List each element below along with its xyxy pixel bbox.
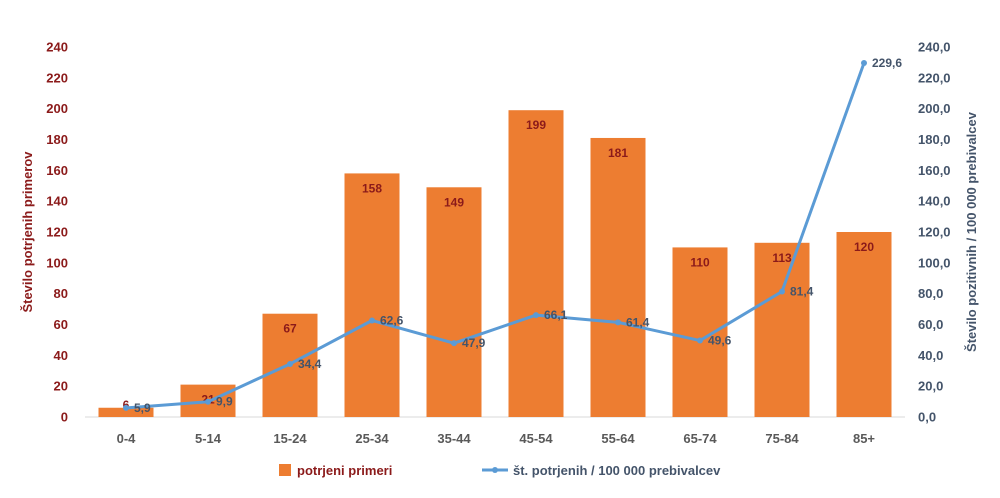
x-tick-label: 15-24 — [273, 431, 307, 446]
bar — [754, 242, 810, 417]
y-tick-label-left: 80 — [54, 286, 68, 301]
line-point — [533, 312, 539, 319]
bar — [672, 247, 728, 417]
line-data-label: 47,9 — [462, 336, 486, 350]
bar-data-label: 110 — [690, 255, 710, 269]
y-tick-label-left: 20 — [54, 379, 68, 394]
legend-label-bars: potrjeni primeri — [297, 463, 392, 478]
y-tick-label-left: 40 — [54, 348, 68, 363]
x-tick-label: 85+ — [853, 431, 875, 446]
bar-data-label: 158 — [362, 181, 382, 195]
bar — [836, 232, 892, 417]
y-tick-label-right: 240,0 — [918, 40, 951, 55]
y-tick-label-left: 240 — [46, 40, 68, 55]
line-point — [615, 319, 621, 326]
y-tick-label-right: 60,0 — [918, 317, 943, 332]
x-tick-label: 75-84 — [765, 431, 799, 446]
x-tick-label: 35-44 — [437, 431, 471, 446]
legend-swatch-bars — [279, 464, 291, 476]
y-tick-label-right: 200,0 — [918, 101, 951, 116]
y-axis-title-left: Število potrjenih primerov — [20, 151, 35, 313]
bar-data-label: 181 — [608, 146, 628, 160]
bar-data-label: 199 — [526, 118, 546, 132]
bar-data-label: 149 — [444, 195, 464, 209]
y-tick-label-right: 220,0 — [918, 70, 951, 85]
x-tick-label: 0-4 — [117, 431, 137, 446]
y-tick-label-left: 140 — [46, 194, 68, 209]
line-point — [205, 398, 211, 405]
y-tick-label-left: 160 — [46, 163, 68, 178]
line-data-label: 62,6 — [380, 313, 404, 327]
line-data-label: 49,6 — [708, 334, 732, 348]
series-line — [124, 61, 866, 410]
y-axis-title-right: Število pozitivnih / 100 000 prebivalcev — [964, 111, 979, 352]
y-tick-label-left: 60 — [54, 317, 68, 332]
bar-data-label: 113 — [772, 251, 792, 265]
line-point — [779, 288, 785, 295]
bar — [508, 110, 564, 417]
line-point — [861, 60, 867, 67]
x-tick-label: 5-14 — [195, 431, 222, 446]
bar-data-label: 120 — [854, 240, 874, 254]
x-tick-label: 25-34 — [355, 431, 389, 446]
bar-data-label: 67 — [283, 322, 297, 336]
line-data-label: 5,9 — [134, 401, 151, 415]
legend-swatch-line-marker — [492, 467, 498, 473]
line-data-label: 9,9 — [216, 395, 233, 409]
line-point — [123, 404, 129, 411]
line-data-label: 61,4 — [626, 315, 650, 329]
bar — [426, 187, 482, 417]
y-tick-label-right: 0,0 — [918, 410, 936, 425]
y-tick-label-left: 0 — [61, 410, 68, 425]
y-tick-label-right: 40,0 — [918, 348, 943, 363]
y-tick-label-right: 20,0 — [918, 379, 943, 394]
y-tick-label-right: 100,0 — [918, 255, 951, 270]
line-data-label: 66,1 — [544, 308, 568, 322]
y-tick-label-right: 120,0 — [918, 225, 951, 240]
line-point — [369, 317, 375, 324]
y-tick-label-left: 180 — [46, 132, 68, 147]
x-tick-label: 65-74 — [683, 431, 717, 446]
line-point — [287, 360, 293, 367]
legend-label-line: št. potrjenih / 100 000 prebivalcev — [513, 463, 721, 478]
line-point — [451, 340, 457, 347]
line-point — [697, 337, 703, 344]
bar — [590, 137, 646, 418]
y-tick-label-right: 80,0 — [918, 286, 943, 301]
y-tick-label-left: 220 — [46, 70, 68, 85]
line-data-label: 229,6 — [872, 56, 902, 70]
bar — [98, 407, 154, 417]
y-tick-label-right: 180,0 — [918, 132, 951, 147]
y-tick-label-left: 200 — [46, 101, 68, 116]
y-tick-label-left: 100 — [46, 255, 68, 270]
bar — [344, 173, 400, 417]
x-tick-label: 55-64 — [601, 431, 635, 446]
line-data-label: 81,4 — [790, 285, 814, 299]
x-tick-label: 45-54 — [519, 431, 553, 446]
y-tick-label-right: 160,0 — [918, 163, 951, 178]
y-tick-label-left: 120 — [46, 225, 68, 240]
line-data-label: 34,4 — [298, 357, 322, 371]
y-tick-label-right: 140,0 — [918, 194, 951, 209]
